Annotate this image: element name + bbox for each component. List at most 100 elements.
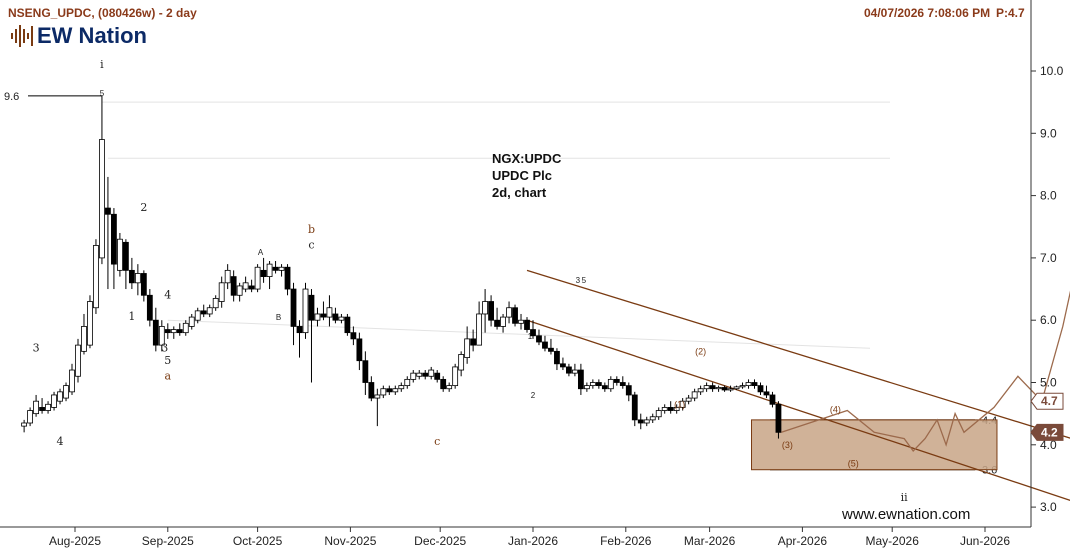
candle xyxy=(775,401,782,439)
candle-body xyxy=(434,372,441,380)
candle-body xyxy=(661,407,668,411)
candle-body xyxy=(57,391,63,402)
wave-label: (2) xyxy=(695,346,706,356)
candle xyxy=(595,379,602,389)
candle xyxy=(374,388,381,427)
candle-body xyxy=(494,319,500,327)
candle-body xyxy=(105,207,111,215)
wave-label: (1) xyxy=(674,399,685,409)
projection-path xyxy=(781,290,1070,453)
candle xyxy=(386,385,393,395)
candle-body xyxy=(176,329,183,334)
candle-body xyxy=(134,273,141,284)
candle xyxy=(182,320,189,336)
candle-body xyxy=(146,294,153,321)
candle-body xyxy=(302,288,309,334)
candle-body xyxy=(278,266,285,271)
candle-body xyxy=(93,245,99,309)
candle-body xyxy=(673,407,680,411)
candle xyxy=(248,279,255,293)
candle xyxy=(21,419,28,433)
candle xyxy=(99,95,105,265)
candle-body xyxy=(476,313,483,346)
candle xyxy=(105,176,111,290)
candle xyxy=(134,264,141,296)
candle xyxy=(128,257,135,290)
candle-body xyxy=(410,372,417,380)
candle-body xyxy=(697,388,704,393)
candle xyxy=(392,385,399,395)
candle xyxy=(206,304,213,318)
candle xyxy=(308,289,315,383)
candle xyxy=(685,394,692,405)
candle-body xyxy=(518,319,524,324)
candle-body xyxy=(260,269,267,277)
symbol-title: NSENG_UPDC, (080426w) - 2 day xyxy=(8,6,197,20)
candle-body xyxy=(380,388,387,396)
x-tick-label: Mar-2026 xyxy=(684,534,736,548)
candle-body xyxy=(763,391,770,396)
candle xyxy=(577,363,584,395)
candle xyxy=(434,370,441,383)
wave-label: 5 xyxy=(582,276,587,285)
candle-body xyxy=(613,378,620,383)
candle xyxy=(458,351,465,377)
candle xyxy=(470,329,477,352)
candle xyxy=(542,335,548,352)
wave-label: 4 xyxy=(164,288,171,301)
price-badge-shape xyxy=(1030,423,1064,441)
wave-label: i xyxy=(100,58,104,71)
candle xyxy=(380,385,387,399)
wave-label: 3 xyxy=(33,341,40,354)
wave-label: a xyxy=(165,369,172,382)
candle-body xyxy=(775,403,782,433)
candle xyxy=(314,307,321,327)
wave-label: 3 xyxy=(576,276,581,285)
candle-body xyxy=(739,385,746,388)
candle xyxy=(649,413,656,423)
candle-body xyxy=(416,372,423,377)
candle xyxy=(464,326,471,364)
candle xyxy=(111,208,117,290)
candle xyxy=(410,370,417,383)
candle-body xyxy=(242,282,249,290)
candle xyxy=(368,376,375,402)
candle-body xyxy=(117,238,123,271)
candle-body xyxy=(206,307,213,315)
candle-body xyxy=(326,307,333,318)
candle-body xyxy=(554,350,560,365)
candle-body xyxy=(296,326,303,334)
candle-body xyxy=(637,419,644,424)
candle-body xyxy=(314,313,321,321)
candle xyxy=(751,379,758,389)
candle xyxy=(200,304,207,318)
candle-body xyxy=(368,382,375,399)
candle xyxy=(500,313,506,333)
candle xyxy=(51,391,57,411)
wave-label: c xyxy=(434,435,440,448)
candle-body xyxy=(230,276,237,296)
wave-label: c xyxy=(308,239,314,252)
candle xyxy=(27,407,33,427)
candle-body xyxy=(164,329,171,334)
candle xyxy=(284,264,291,296)
candle xyxy=(769,391,776,408)
candle xyxy=(278,264,285,277)
candle-body xyxy=(140,273,147,296)
candle xyxy=(69,363,75,395)
candle-body xyxy=(446,385,453,390)
candle-body xyxy=(224,269,231,284)
wave-logo-icon xyxy=(11,25,33,47)
candle-body xyxy=(667,407,674,411)
candle xyxy=(661,404,668,414)
wave-label: ii xyxy=(901,491,909,504)
y-tick-label: 6.0 xyxy=(1040,313,1057,327)
candle-body xyxy=(254,266,261,290)
candle xyxy=(176,323,183,336)
x-tick-label: Jan-2026 xyxy=(508,534,558,548)
x-tick-label: Jun-2026 xyxy=(960,534,1010,548)
candle xyxy=(152,307,159,352)
info-timeframe: 2d, chart xyxy=(492,185,547,200)
candle xyxy=(727,385,734,392)
y-tick-label: 9.0 xyxy=(1040,126,1057,140)
